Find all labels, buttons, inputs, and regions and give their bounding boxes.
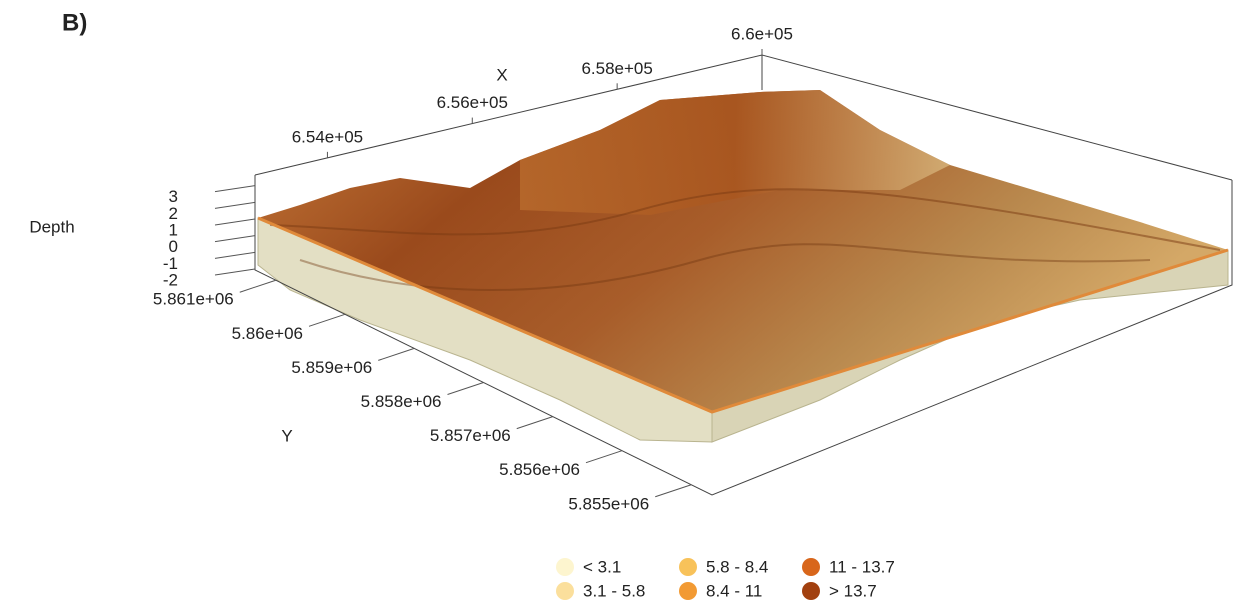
y-tick: [308, 313, 346, 327]
y-axis-label: Y: [281, 426, 292, 445]
z-tick-label: 3: [169, 187, 178, 206]
legend-label: < 3.1: [583, 557, 621, 576]
z-tick-label: -1: [163, 254, 178, 273]
terrain-rim: [257, 216, 1229, 414]
box-edge: [254, 175, 1233, 496]
z-tick: [214, 185, 256, 193]
x-axis-label: X: [496, 65, 507, 84]
terrain-ridge-line: [299, 243, 1151, 291]
legend-swatch: [556, 582, 574, 600]
y-tick-label: 5.855e+06: [568, 494, 649, 513]
z-tick: [214, 218, 256, 226]
z-tick: [214, 251, 256, 259]
y-tick-label: 5.86e+06: [232, 324, 303, 343]
legend-label: 8.4 - 11: [706, 581, 762, 600]
z-tick-label: -2: [163, 270, 178, 289]
legend-label: 5.8 - 8.4: [706, 557, 768, 576]
y-tick: [585, 450, 623, 464]
x-tick-label: 6.56e+05: [437, 93, 508, 112]
y-tick-label: 5.857e+06: [430, 426, 511, 445]
y-tick: [378, 347, 415, 361]
legend-label: 11 - 13.7: [829, 557, 895, 576]
terrain-ridge-line: [269, 188, 1221, 251]
legend-swatch: [802, 558, 820, 576]
z-tick: [214, 268, 256, 276]
y-tick-label: 5.861e+06: [153, 290, 234, 309]
y-tick-label: 5.856e+06: [499, 460, 580, 479]
z-tick-label: 2: [169, 204, 178, 223]
legend-label: > 13.7: [829, 581, 877, 600]
z-axis-label: Depth: [29, 217, 74, 236]
legend-label: 3.1 - 5.8: [583, 581, 645, 600]
terrain-ridge: [520, 90, 950, 215]
y-tick-label: 5.858e+06: [361, 392, 442, 411]
y-tick: [447, 382, 484, 395]
legend-swatch: [679, 582, 697, 600]
z-tick: [214, 235, 256, 243]
z-tick-label: 0: [169, 237, 178, 256]
y-tick: [516, 416, 553, 430]
legend-swatch: [679, 558, 697, 576]
legend-swatch: [802, 582, 820, 600]
x-tick-label: 6.58e+05: [581, 59, 652, 78]
y-tick-label: 5.859e+06: [291, 358, 372, 377]
terrain-surface: [258, 90, 1228, 412]
y-tick: [239, 279, 276, 293]
y-tick: [655, 484, 692, 498]
panel-label: B): [62, 9, 87, 36]
x-tick-label: 6.6e+05: [731, 24, 793, 43]
z-tick-label: 1: [169, 220, 178, 239]
x-tick-label: 6.54e+05: [292, 127, 363, 146]
z-tick: [214, 201, 256, 209]
legend-swatch: [556, 558, 574, 576]
